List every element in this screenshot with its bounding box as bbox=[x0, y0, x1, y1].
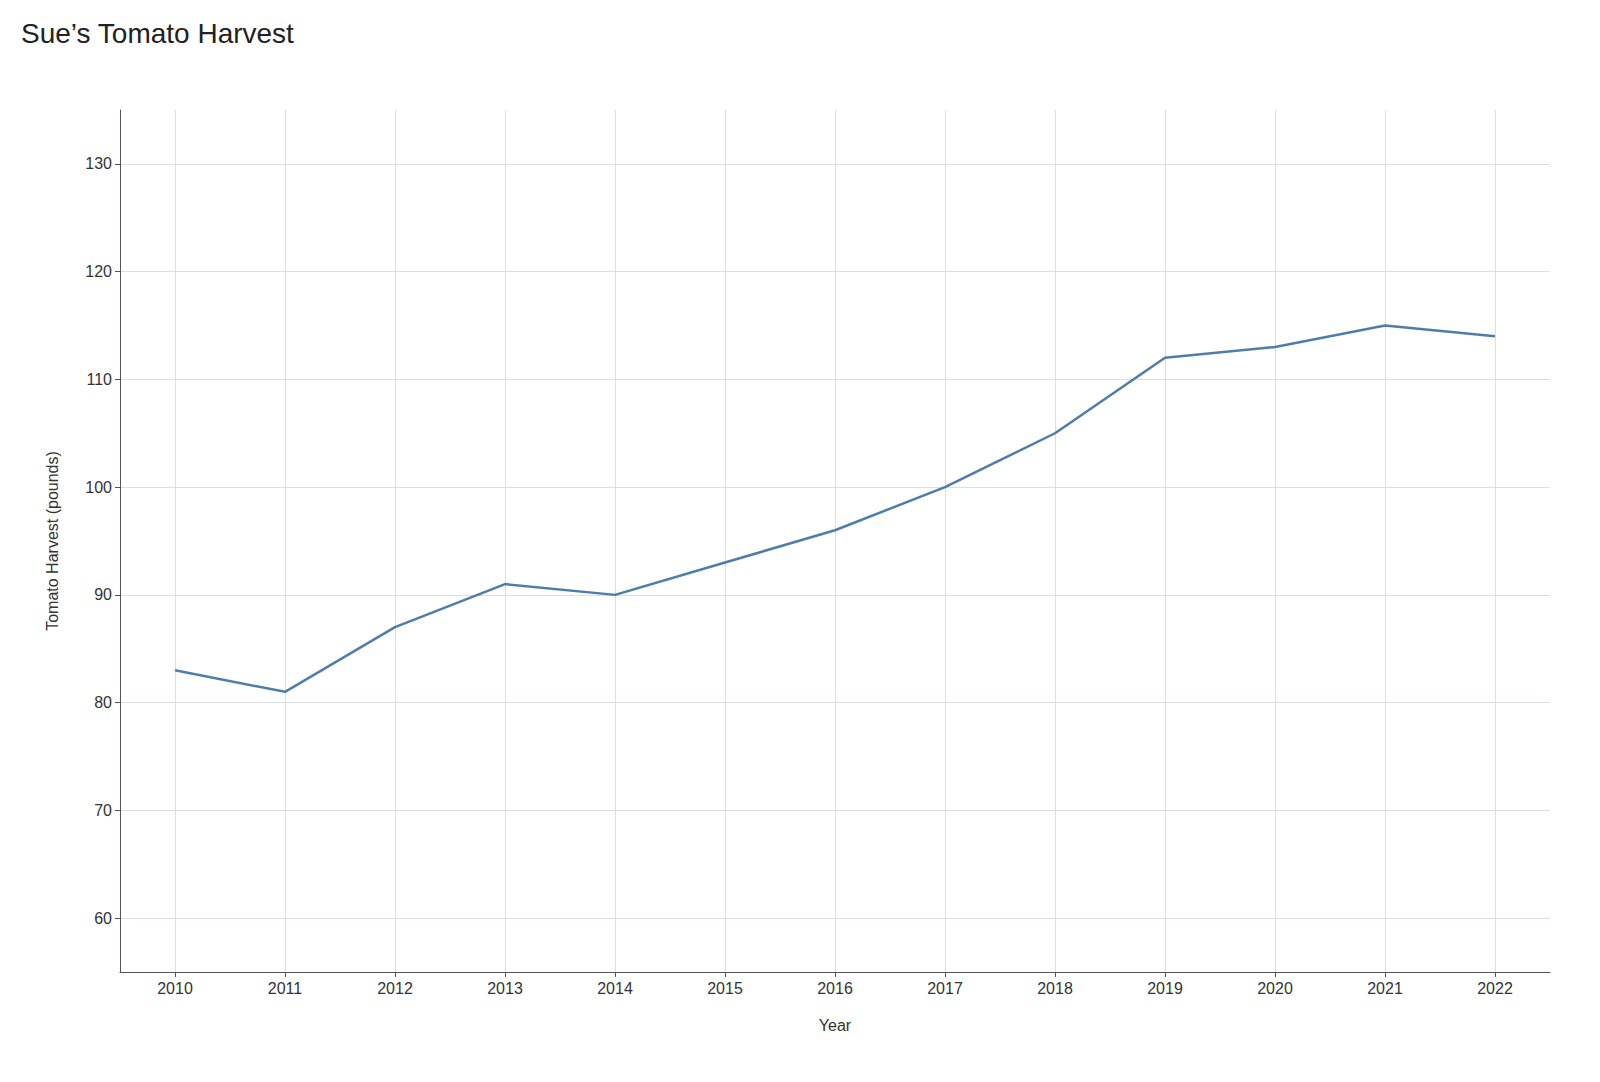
svg-text:2012: 2012 bbox=[377, 980, 413, 997]
svg-text:130: 130 bbox=[85, 155, 112, 172]
svg-text:90: 90 bbox=[94, 586, 112, 603]
svg-text:2018: 2018 bbox=[1037, 980, 1073, 997]
svg-text:2017: 2017 bbox=[927, 980, 963, 997]
svg-text:2019: 2019 bbox=[1147, 980, 1183, 997]
svg-text:Sue’s Tomato Harvest: Sue’s Tomato Harvest bbox=[21, 18, 294, 49]
svg-text:2021: 2021 bbox=[1367, 980, 1403, 997]
svg-text:Tomato Harvest (pounds): Tomato Harvest (pounds) bbox=[44, 451, 61, 631]
svg-text:2022: 2022 bbox=[1477, 980, 1513, 997]
svg-text:2015: 2015 bbox=[707, 980, 743, 997]
svg-text:Year: Year bbox=[819, 1017, 852, 1034]
svg-text:110: 110 bbox=[86, 371, 112, 388]
svg-text:2011: 2011 bbox=[268, 980, 303, 997]
svg-text:70: 70 bbox=[94, 802, 112, 819]
svg-text:2010: 2010 bbox=[157, 980, 193, 997]
svg-text:80: 80 bbox=[94, 694, 112, 711]
svg-text:120: 120 bbox=[85, 263, 112, 280]
svg-text:2016: 2016 bbox=[817, 980, 853, 997]
svg-text:2014: 2014 bbox=[597, 980, 633, 997]
svg-text:2013: 2013 bbox=[487, 980, 523, 997]
svg-text:100: 100 bbox=[85, 479, 112, 496]
svg-text:60: 60 bbox=[94, 910, 112, 927]
svg-text:2020: 2020 bbox=[1257, 980, 1293, 997]
